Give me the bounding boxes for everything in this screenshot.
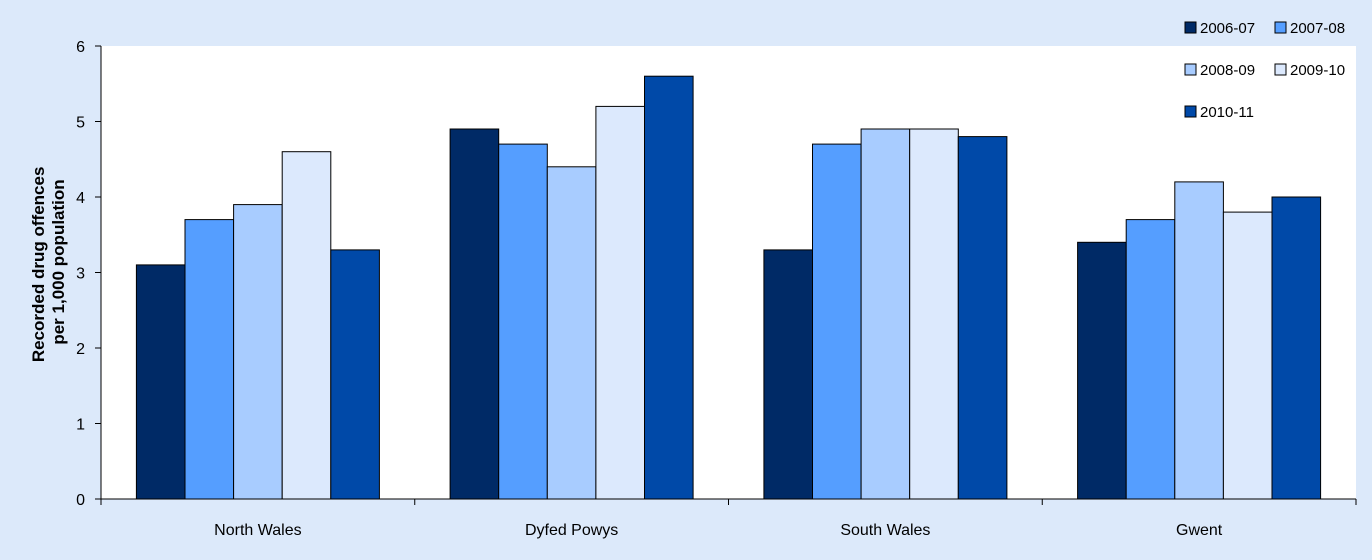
y-ticks-group: 0 1 2 3 4 5 6 <box>76 39 101 509</box>
bar-dyfed-powys-2006-07 <box>449 128 500 500</box>
legend-label-2007-08: 2007-08 <box>1290 20 1345 37</box>
x-tick-label: Gwent <box>1176 522 1223 539</box>
legend-label-2010-11: 2010-11 <box>1200 104 1254 121</box>
legend-label-2009-10: 2009-10 <box>1290 62 1345 79</box>
bar-gwent-2010-11 <box>1271 196 1322 500</box>
bar-north-wales-2007-08 <box>184 219 235 500</box>
y-axis-title-line-1: Recorded drug offences <box>29 167 48 363</box>
legend-label-2008-09: 2008-09 <box>1200 62 1255 79</box>
y-tick-label: 4 <box>76 190 85 207</box>
legend-swatch-2007-08 <box>1274 21 1287 34</box>
bar-south-wales-2008-09 <box>860 128 911 500</box>
bar-north-wales-2008-09 <box>233 204 283 500</box>
bar-gwent-2006-07 <box>1077 241 1127 500</box>
bar-north-wales-2009-10 <box>281 151 332 500</box>
legend: 2006-07 2007-08 2008-09 2009-10 2010-11 <box>1184 20 1345 121</box>
y-tick-label: 2 <box>76 341 85 358</box>
legend-swatch-2010-11 <box>1184 105 1197 118</box>
y-tick-label: 6 <box>76 39 85 56</box>
bar-south-wales-2006-07 <box>763 249 814 500</box>
y-axis-title: Recorded drug offences per 1,000 populat… <box>29 162 68 362</box>
bar-dyfed-powys-2010-11 <box>644 75 694 500</box>
legend-swatch-2009-10 <box>1274 63 1287 76</box>
bar-south-wales-2007-08 <box>812 143 862 500</box>
legend-swatch-2006-07 <box>1184 21 1197 34</box>
bar-gwent-2008-09 <box>1174 181 1224 500</box>
y-tick-label: 1 <box>76 417 85 434</box>
x-tick-label: Dyfed Powys <box>525 522 618 539</box>
y-axis-title-line-2: per 1,000 population <box>49 179 68 344</box>
bar-south-wales-2010-11 <box>957 136 1008 500</box>
y-tick-label: 5 <box>76 115 85 132</box>
bar-gwent-2009-10 <box>1222 211 1273 500</box>
bar-dyfed-powys-2007-08 <box>498 143 548 500</box>
y-tick-label: 0 <box>76 492 85 509</box>
x-tick-label: South Wales <box>840 522 930 539</box>
bar-dyfed-powys-2009-10 <box>595 105 646 500</box>
bar-north-wales-2006-07 <box>135 264 186 500</box>
x-tick-label: North Wales <box>214 522 301 539</box>
legend-label-2006-07: 2006-07 <box>1200 20 1255 37</box>
bar-north-wales-2010-11 <box>330 249 380 500</box>
bars-group <box>135 75 1322 500</box>
bar-south-wales-2009-10 <box>909 128 959 500</box>
y-tick-label: 3 <box>76 266 85 283</box>
legend-swatch-2008-09 <box>1184 63 1197 76</box>
bar-gwent-2007-08 <box>1125 219 1176 500</box>
bar-dyfed-powys-2008-09 <box>546 166 597 500</box>
x-ticks-group: North Wales Dyfed Powys South Wales Gwent <box>100 499 1357 539</box>
